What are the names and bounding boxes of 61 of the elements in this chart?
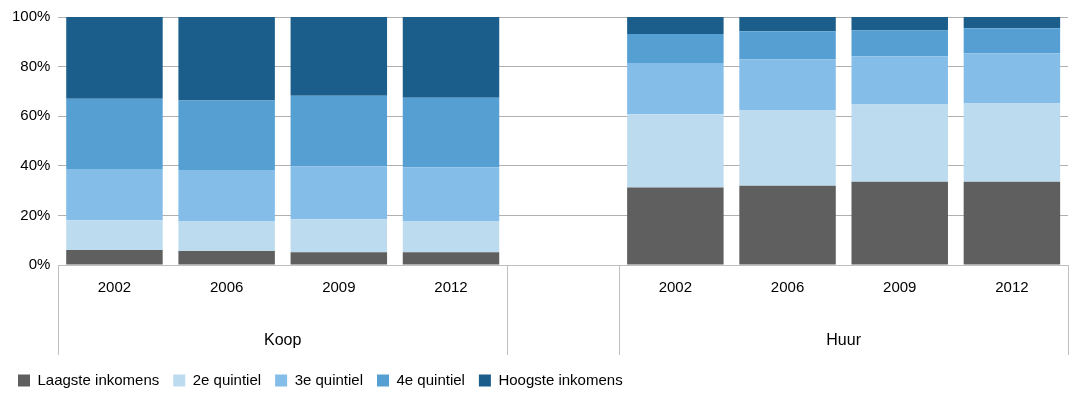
legend-label: Hoogste inkomens bbox=[498, 370, 623, 388]
bar bbox=[739, 17, 836, 32]
bar bbox=[851, 17, 948, 31]
bar bbox=[66, 98, 163, 170]
bar bbox=[402, 252, 500, 265]
bar bbox=[963, 103, 1061, 182]
x-tick-label: 2012 bbox=[995, 278, 1029, 296]
y-tick-label: 0% bbox=[28, 255, 51, 273]
x-tick-label: 2006 bbox=[770, 278, 805, 296]
bar bbox=[627, 62, 724, 115]
bar bbox=[963, 181, 1061, 265]
bar bbox=[66, 220, 163, 251]
bar bbox=[851, 30, 948, 57]
legend-label: 2e quintiel bbox=[192, 370, 262, 388]
bar bbox=[178, 17, 275, 101]
x-tick-label: 2006 bbox=[209, 278, 244, 296]
bar bbox=[290, 17, 388, 96]
legend-label: Laagste inkomens bbox=[37, 370, 160, 388]
y-tick-label: 20% bbox=[20, 205, 51, 223]
y-tick-label: 40% bbox=[20, 155, 51, 173]
x-tick-label: 2009 bbox=[883, 278, 917, 296]
bar bbox=[402, 167, 500, 222]
legend-label: 3e quintiel bbox=[294, 370, 364, 388]
bar bbox=[627, 187, 724, 265]
bar bbox=[178, 221, 275, 252]
bar bbox=[402, 97, 500, 168]
bar bbox=[627, 34, 724, 63]
bar bbox=[739, 59, 836, 111]
bar bbox=[178, 251, 275, 265]
bar bbox=[402, 17, 500, 98]
bar bbox=[963, 17, 1061, 29]
bar bbox=[739, 185, 836, 265]
bar bbox=[963, 28, 1061, 54]
bar bbox=[402, 221, 500, 253]
y-tick-label: 100% bbox=[11, 7, 51, 25]
bar bbox=[627, 114, 724, 188]
x-tick-label: 2002 bbox=[658, 278, 693, 296]
bar bbox=[851, 56, 948, 105]
x-tick-label: 2012 bbox=[434, 278, 468, 296]
bar bbox=[66, 250, 163, 265]
bar bbox=[627, 17, 724, 35]
bar bbox=[851, 104, 948, 182]
y-tick-label: 80% bbox=[20, 56, 51, 74]
x-tick-label: 2009 bbox=[322, 278, 356, 296]
y-tick-label: 60% bbox=[20, 106, 51, 124]
text: Huur bbox=[826, 331, 862, 349]
bar bbox=[178, 100, 275, 171]
bar bbox=[290, 166, 388, 220]
bar bbox=[66, 17, 163, 99]
bar bbox=[290, 252, 388, 265]
bar bbox=[178, 170, 275, 222]
bar bbox=[290, 219, 388, 253]
bar bbox=[290, 95, 388, 167]
bar bbox=[963, 53, 1061, 104]
bar bbox=[851, 181, 948, 265]
x-tick-label: 2002 bbox=[97, 278, 132, 296]
text: Koop bbox=[264, 331, 302, 349]
bar bbox=[739, 110, 836, 186]
bar bbox=[739, 31, 836, 60]
bar bbox=[66, 169, 163, 221]
legend-label: 4e quintiel bbox=[396, 370, 465, 388]
